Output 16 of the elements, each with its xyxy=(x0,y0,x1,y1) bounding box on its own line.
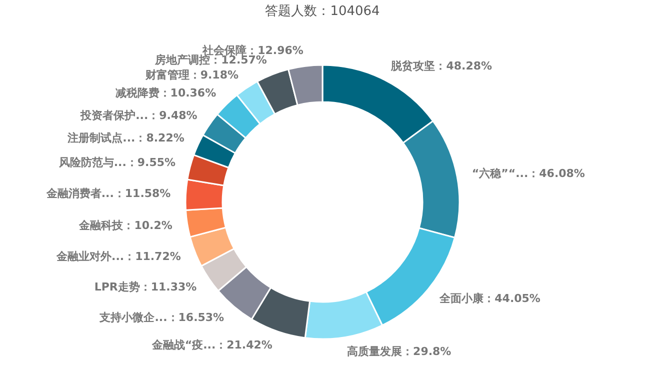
slice-label: 金融战“疫...：21.42% xyxy=(150,338,272,352)
slice-label: “六稳”“...：46.08% xyxy=(472,167,585,180)
slice-label: 财富管理：9.18% xyxy=(144,68,239,82)
slice-label: 金融消费者...：11.58% xyxy=(45,186,171,200)
slice-label: 金融科技：10.2% xyxy=(78,219,172,232)
slice-label: 风险防范与...：9.55% xyxy=(58,156,176,170)
slice-label: 金融业对外...：11.72% xyxy=(56,250,181,264)
slice-label: 高质量发展：29.8% xyxy=(347,345,452,358)
slice-label: 全面小康：44.05% xyxy=(438,292,540,305)
slice-label: 投资者保护...：9.48% xyxy=(80,108,198,122)
slice-label: 减税降费：10.36% xyxy=(115,86,216,100)
slice-label: 脱贫攻坚：48.28% xyxy=(390,59,492,72)
slice-label: LPR走势：11.33% xyxy=(94,280,197,294)
chart-title: 答题人数：104064 xyxy=(265,4,380,19)
slice-label: 支持小微企...：16.53% xyxy=(98,310,224,324)
slice-label: 注册制试点...：8.22% xyxy=(66,132,184,145)
